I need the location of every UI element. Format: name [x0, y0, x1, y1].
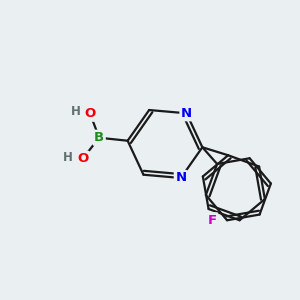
Text: N: N — [175, 172, 186, 184]
Text: B: B — [94, 131, 104, 144]
Text: H: H — [71, 105, 81, 118]
Text: O: O — [77, 152, 88, 165]
Text: O: O — [85, 107, 96, 120]
Text: F: F — [208, 214, 217, 227]
Text: H: H — [63, 151, 73, 164]
Text: N: N — [181, 107, 192, 120]
